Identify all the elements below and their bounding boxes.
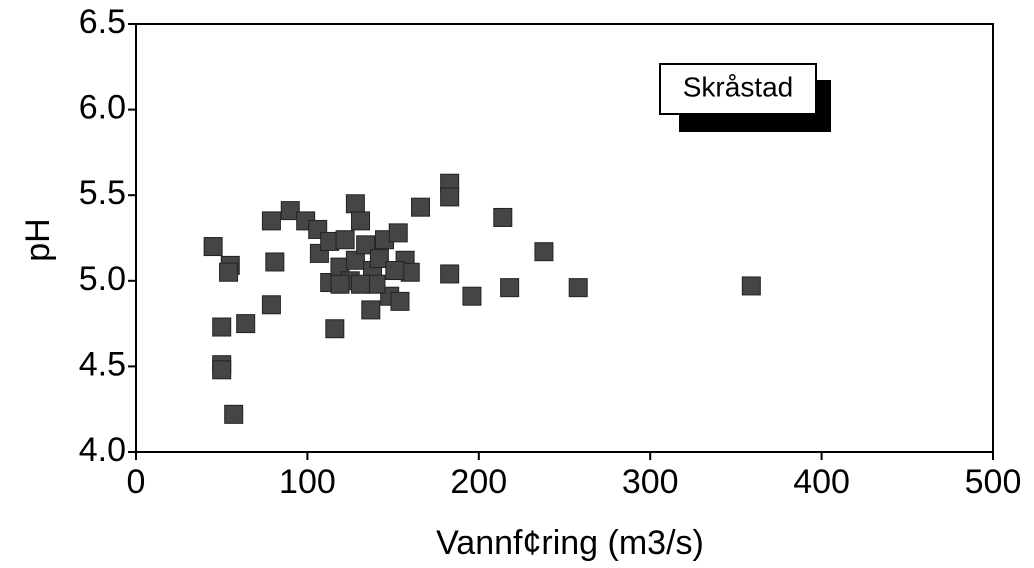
point <box>385 261 405 281</box>
point <box>212 360 232 380</box>
point <box>261 211 281 231</box>
point <box>325 319 345 339</box>
legend-box <box>659 63 817 115</box>
x-tick-label: 100 <box>279 463 336 501</box>
y-axis-label: pH <box>19 218 57 261</box>
point <box>335 230 355 250</box>
y-tick-label: 4.5 <box>79 345 126 383</box>
x-tick-label: 300 <box>622 463 679 501</box>
point <box>261 295 281 315</box>
y-tick-label: 6.5 <box>79 3 126 41</box>
point <box>219 262 239 282</box>
plot-frame <box>135 23 994 453</box>
point <box>369 249 389 269</box>
point <box>280 201 300 221</box>
point <box>236 314 256 334</box>
point <box>361 300 381 320</box>
x-tick-label: 200 <box>450 463 507 501</box>
legend-label: Skråstad <box>683 71 794 102</box>
point <box>224 404 244 424</box>
x-axis-label: Vannf¢ring (m3/s) <box>436 524 704 562</box>
point <box>265 252 285 272</box>
legend: Skråstad <box>659 63 831 132</box>
point <box>534 242 554 262</box>
point <box>462 286 482 306</box>
point <box>390 291 410 311</box>
point <box>330 274 350 294</box>
point <box>345 250 365 270</box>
y-tick-label: 4.0 <box>79 431 126 469</box>
point <box>212 317 232 337</box>
x-tick-label: 500 <box>965 463 1022 501</box>
x-tick-label: 0 <box>127 463 146 501</box>
point <box>741 276 761 296</box>
y-tick-label: 6.0 <box>79 89 126 127</box>
point <box>351 274 371 294</box>
point <box>345 194 365 214</box>
y-tick-label: 5.5 <box>79 174 126 212</box>
point <box>440 187 460 207</box>
point <box>568 278 588 298</box>
point <box>411 197 431 217</box>
point <box>493 207 513 227</box>
point <box>440 264 460 284</box>
point <box>388 223 408 243</box>
point <box>500 278 520 298</box>
point <box>203 237 223 257</box>
x-tick-label: 400 <box>793 463 850 501</box>
point <box>351 211 371 231</box>
y-tick-label: 5.0 <box>79 260 126 298</box>
